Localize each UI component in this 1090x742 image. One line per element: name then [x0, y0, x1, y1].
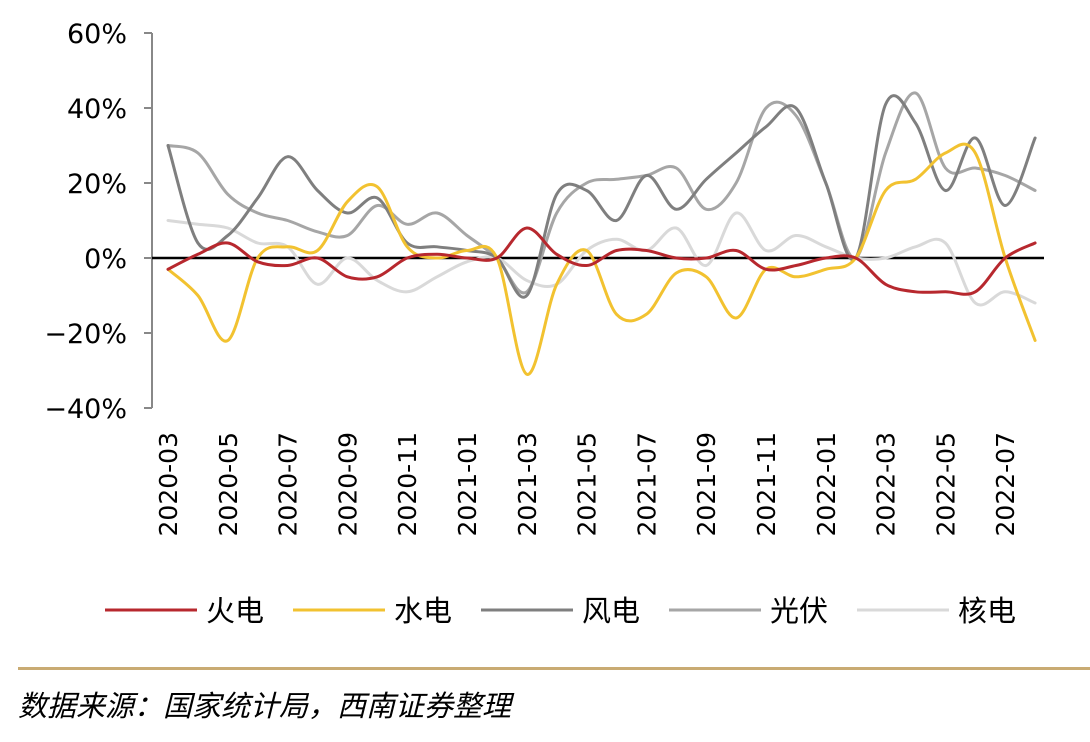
x-tick-label: 2020-05	[214, 432, 243, 536]
y-tick-label: 0%	[84, 244, 127, 275]
x-tick-label: 2020-11	[393, 432, 422, 536]
y-tick-label: −40%	[44, 394, 127, 425]
legend-label: 光伏	[770, 594, 828, 628]
x-tick-label: 2022-01	[812, 432, 841, 536]
x-tick-label: 2022-05	[931, 432, 960, 536]
x-tick-label: 2021-07	[632, 432, 661, 536]
series-line-3	[166, 94, 1037, 299]
chart: −40%−20%0%20%40%60% 2020-03 2020-05 2020-0…	[44, 19, 1044, 628]
x-tick-label: 2020-09	[333, 432, 362, 536]
x-tick-label: 2020-03	[154, 432, 183, 536]
x-tick-label: 2021-01	[453, 432, 482, 536]
legend-label: 核电	[958, 594, 1016, 628]
source-note: 数据来源：国家统计局，西南证券整理	[18, 689, 512, 723]
x-tick-label: 2021-11	[752, 432, 781, 536]
legend: 火电 水电 风电 光伏 核电	[105, 594, 1016, 628]
legend-label: 火电	[206, 594, 264, 628]
legend-label: 风电	[582, 594, 640, 628]
y-axis: −40% −20% 0% 20% 40% 60%	[44, 19, 153, 425]
series-line-1	[166, 226, 1037, 296]
legend-label: 水电	[394, 594, 452, 628]
footer-divider	[18, 667, 1090, 670]
series-lines	[166, 91, 1037, 376]
x-tick-label: 2021-03	[513, 432, 542, 536]
x-tick-label: 2021-09	[692, 432, 721, 536]
x-tick-label: 2022-07	[991, 432, 1020, 536]
series-line-4	[166, 91, 1037, 295]
x-tick-label: 2020-07	[274, 432, 303, 536]
y-tick-label: 60%	[67, 19, 127, 50]
y-tick-label: 20%	[67, 169, 127, 200]
x-tick-label: 2022-03	[872, 432, 901, 536]
x-tick-labels: 2020-03 2020-05 2020-07 2020-09 2020-11 2021-…	[154, 432, 1020, 536]
series-line-5	[166, 211, 1037, 307]
x-tick-label: 2021-05	[573, 432, 602, 536]
y-tick-label: −20%	[44, 319, 127, 350]
y-tick-label: 40%	[67, 94, 127, 125]
